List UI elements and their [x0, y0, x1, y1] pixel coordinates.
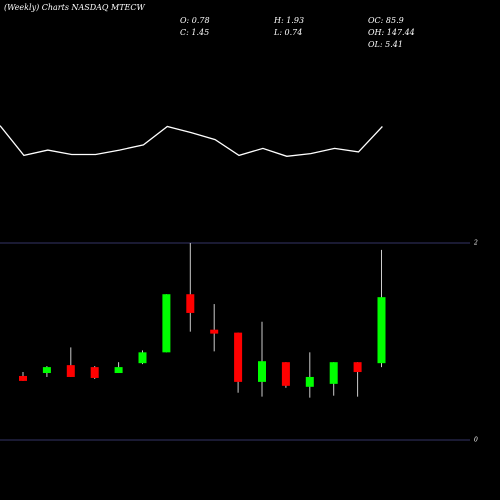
candle-body: [162, 294, 171, 353]
line: [0, 125, 383, 157]
candle-body: [281, 362, 290, 386]
candle-body: [234, 332, 243, 382]
candle-body: [305, 376, 314, 387]
candle-body: [186, 294, 195, 313]
candle-body: [66, 365, 75, 377]
stat: OL: 5.41: [368, 40, 403, 49]
candle-body: [42, 367, 51, 374]
chart-title: (Weekly) Charts NASDAQ MTECW: [4, 3, 146, 12]
candle-body: [258, 361, 266, 382]
y-tick-label: 2: [473, 240, 478, 247]
stat: H: 1.93: [273, 16, 304, 25]
stat: OC: 85.9: [368, 16, 404, 25]
candle-body: [210, 329, 219, 334]
candle-body: [138, 352, 147, 364]
candle-body: [114, 367, 123, 374]
stat: O: 0.78: [180, 16, 210, 25]
stat: OH: 147.44: [368, 28, 415, 37]
candle-body: [329, 362, 338, 384]
candle-body: [90, 367, 99, 378]
candle-body: [377, 297, 386, 364]
stat: C: 1.45: [180, 28, 209, 37]
stat: L: 0.74: [273, 28, 302, 37]
candle-body: [353, 362, 362, 373]
y-tick-label: 0: [474, 437, 478, 444]
candle-body: [19, 375, 27, 381]
